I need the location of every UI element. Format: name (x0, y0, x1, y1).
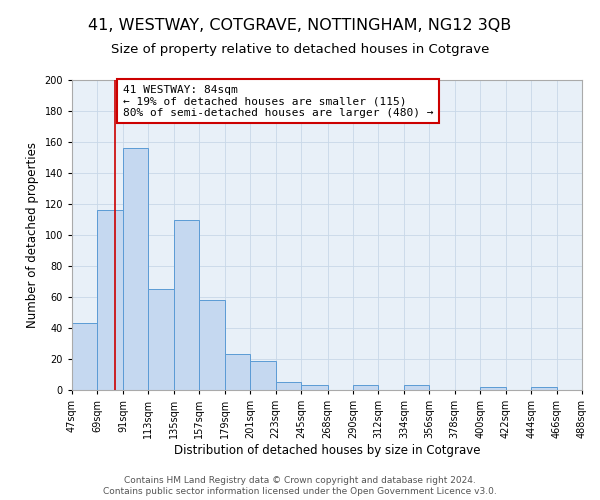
Text: 41 WESTWAY: 84sqm
← 19% of detached houses are smaller (115)
80% of semi-detache: 41 WESTWAY: 84sqm ← 19% of detached hous… (123, 84, 433, 118)
Bar (353, 386, 379, 390)
Bar (174, 220, 199, 390)
Bar (148, 289, 174, 390)
Bar (72, 324, 97, 390)
Text: 41, WESTWAY, COTGRAVE, NOTTINGHAM, NG12 3QB: 41, WESTWAY, COTGRAVE, NOTTINGHAM, NG12 … (88, 18, 512, 32)
Bar (199, 300, 224, 390)
Bar (123, 148, 148, 390)
X-axis label: Distribution of detached houses by size in Cotgrave: Distribution of detached houses by size … (174, 444, 480, 457)
Bar (275, 382, 301, 390)
Y-axis label: Number of detached properties: Number of detached properties (26, 142, 39, 328)
Bar (404, 386, 430, 390)
Bar (250, 360, 275, 390)
Text: Contains public sector information licensed under the Open Government Licence v3: Contains public sector information licen… (103, 488, 497, 496)
Bar (480, 387, 506, 390)
Text: Contains HM Land Registry data © Crown copyright and database right 2024.: Contains HM Land Registry data © Crown c… (124, 476, 476, 485)
Bar (97, 210, 123, 390)
Text: Size of property relative to detached houses in Cotgrave: Size of property relative to detached ho… (111, 42, 489, 56)
Bar (224, 354, 250, 390)
Bar (531, 387, 557, 390)
Bar (301, 386, 328, 390)
